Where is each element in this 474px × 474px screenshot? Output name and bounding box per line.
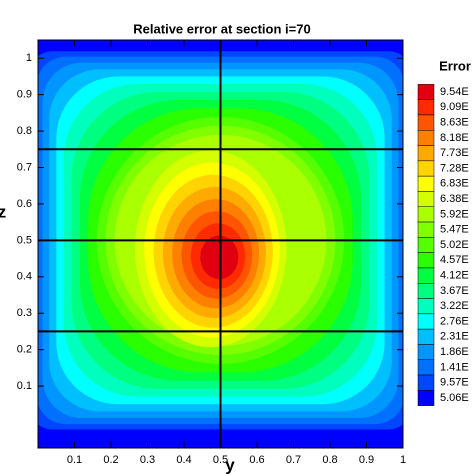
- legend-swatch: [417, 175, 435, 192]
- x-tick-label: 0.4: [176, 454, 191, 466]
- x-tick-label: 0.2: [103, 454, 118, 466]
- legend-swatch: [417, 160, 435, 177]
- legend-label: 6.38E: [440, 193, 469, 205]
- y-tick-label: 0.4: [17, 271, 32, 283]
- legend-label: 3.67E: [440, 285, 469, 297]
- legend-swatch: [417, 206, 435, 223]
- legend-swatch: [417, 298, 435, 315]
- legend-swatch: [417, 359, 435, 376]
- y-tick-label: 0.5: [17, 234, 32, 246]
- legend-label: 7.73E: [440, 147, 469, 159]
- legend-swatch: [417, 145, 435, 162]
- x-tick-label: 0.1: [67, 454, 82, 466]
- y-tick-label: 0.2: [17, 344, 32, 356]
- y-tick-label: 0.3: [17, 307, 32, 319]
- y-tick-label: 0.6: [17, 198, 32, 210]
- contour-band: [200, 235, 239, 280]
- y-tick-label: 0.8: [17, 125, 32, 137]
- legend-label: 9.54E: [440, 86, 469, 98]
- y-axis-label: z: [0, 202, 6, 221]
- x-tick-label: 0.9: [359, 454, 374, 466]
- legend-swatch: [417, 114, 435, 131]
- y-tick-label: 0.7: [17, 161, 32, 173]
- legend-label: 5.47E: [440, 224, 469, 236]
- x-tick-label: 1: [400, 454, 406, 466]
- legend-swatch: [417, 328, 435, 345]
- legend-label: 8.18E: [440, 132, 469, 144]
- legend-swatch: [417, 99, 435, 116]
- legend-label: 8.63E: [440, 117, 469, 129]
- legend-label: 5.02E: [440, 239, 469, 251]
- y-tick-label: 0.1: [17, 380, 32, 392]
- legend-label: 2.76E: [440, 315, 469, 327]
- legend-swatch: [417, 84, 435, 100]
- legend-title: Error: [439, 58, 471, 73]
- legend-swatch: [417, 252, 435, 269]
- legend-swatch: [417, 130, 435, 146]
- legend-label: 1.86E: [440, 346, 469, 358]
- legend-label: 4.57E: [440, 254, 469, 266]
- legend-swatch: [417, 267, 435, 284]
- legend-swatch: [417, 390, 435, 406]
- legend-swatch: [417, 237, 435, 253]
- x-tick-label: 0.8: [322, 454, 337, 466]
- legend-label: 5.06E: [440, 392, 469, 404]
- x-tick-label: 0.6: [249, 454, 264, 466]
- legend-swatch: [417, 283, 435, 299]
- legend-swatch: [417, 191, 435, 207]
- y-tick-label: 1: [26, 52, 32, 64]
- x-tick-label: 0.7: [286, 454, 301, 466]
- legend-swatch: [417, 221, 435, 238]
- legend-label: 7.28E: [440, 162, 469, 174]
- legend-label: 9.57E: [440, 377, 469, 389]
- legend-label: 4.12E: [440, 270, 469, 282]
- y-tick-label: 0.9: [17, 89, 32, 101]
- legend-swatch: [417, 374, 435, 391]
- legend-label: 1.41E: [440, 361, 469, 373]
- legend-label: 6.83E: [440, 178, 469, 190]
- chart-title: Relative error at section i=70: [133, 21, 310, 36]
- x-axis-label: y: [225, 455, 235, 474]
- legend-swatch: [417, 313, 435, 330]
- legend-label: 3.22E: [440, 300, 469, 312]
- legend-label: 5.92E: [440, 208, 469, 220]
- legend-label: 9.09E: [440, 101, 469, 113]
- x-tick-label: 0.3: [140, 454, 155, 466]
- legend-swatch: [417, 344, 435, 361]
- x-tick-label: 0.5: [213, 454, 228, 466]
- legend-label: 2.31E: [440, 331, 469, 343]
